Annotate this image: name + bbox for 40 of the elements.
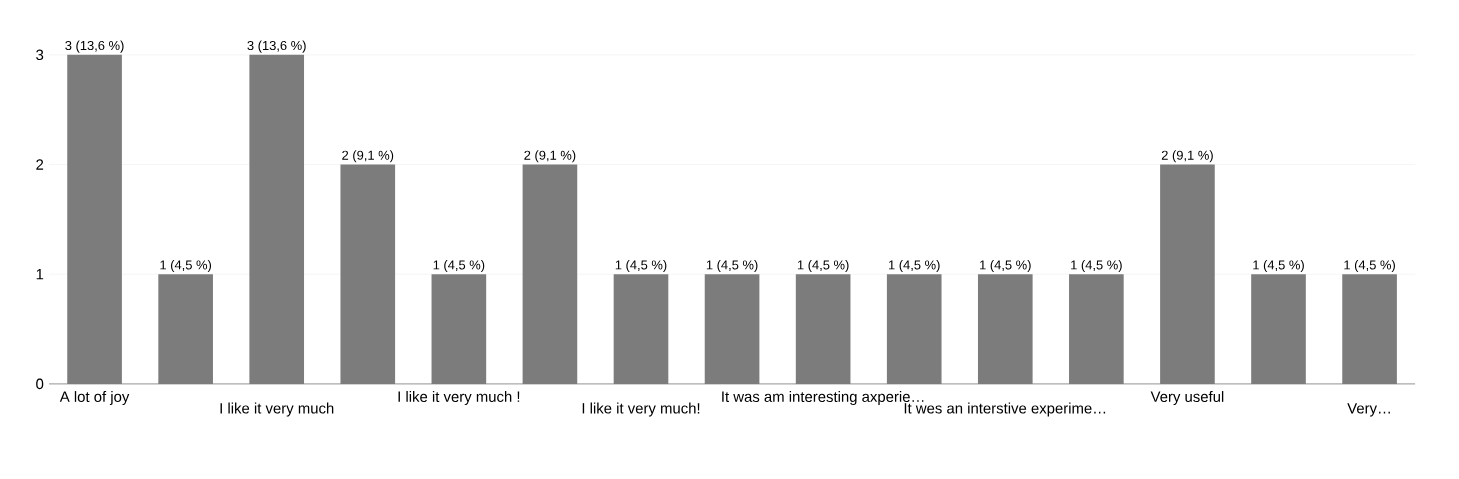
x-tick-label: I like it very much ! [398,391,520,406]
data-label: 1 (4,5 %) [160,260,212,273]
x-tick-label: A lot of joy [59,391,130,406]
bar [795,274,851,385]
data-label: 1 (4,5 %) [706,260,758,273]
data-label: 2 (9,1 %) [1161,150,1213,163]
bar [886,274,942,385]
y-tick-label: 0 [36,378,44,390]
bar [1160,164,1215,385]
data-label: 1 (4,5 %) [433,260,485,273]
x-tick-label: I like it very much! [582,402,700,417]
bar [1069,274,1124,385]
y-tick-label: 1 [36,269,44,280]
bar [340,164,396,385]
data-label: 1 (4,5 %) [1071,260,1122,273]
bar [431,274,487,385]
bar [522,164,578,385]
y-tick-label: 3 [36,49,44,61]
data-label: 1 (4,5 %) [889,260,940,273]
bar [67,55,122,385]
data-label: 1 (4,5 %) [1253,260,1304,273]
x-tick-label: I like it very much [220,402,334,417]
bar [704,274,760,385]
data-label: 2 (9,1 %) [342,150,394,163]
data-label: 1 (4,5 %) [797,260,849,273]
x-tick-label: Very useful [1150,391,1224,406]
bar [1342,274,1397,385]
y-tick-label: 2 [36,159,44,170]
data-label: 2 (9,1 %) [524,150,576,163]
data-label: 1 (4,5 %) [980,260,1031,273]
bar [1251,274,1306,385]
data-label: 1 (4,5 %) [1344,260,1395,273]
bar [977,274,1033,385]
bar [613,274,669,385]
data-label: 3 (13,6 %) [247,40,306,53]
data-label: 1 (4,5 %) [615,260,667,273]
x-tick-label: Very… [1347,403,1390,417]
bar [158,274,213,385]
data-label: 3 (13,6 %) [65,40,124,53]
bar [249,55,305,385]
